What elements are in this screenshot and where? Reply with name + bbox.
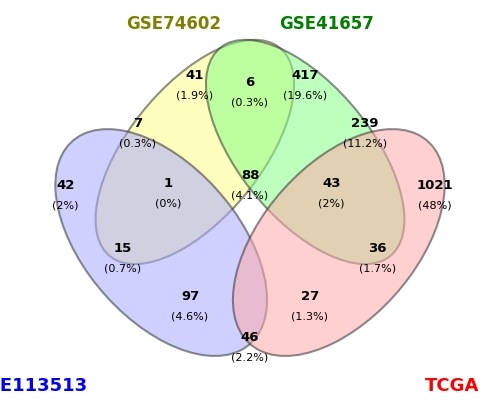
Text: (4.6%): (4.6%) — [172, 311, 208, 321]
Text: 1: 1 — [164, 176, 173, 189]
Text: 46: 46 — [241, 330, 259, 343]
Text: (0.7%): (0.7%) — [104, 263, 142, 273]
Text: (1.3%): (1.3%) — [292, 311, 329, 321]
Text: (19.6%): (19.6%) — [283, 90, 328, 100]
Text: 43: 43 — [322, 176, 341, 189]
Text: (2%): (2%) — [318, 198, 345, 208]
Text: (1.9%): (1.9%) — [176, 90, 214, 100]
Text: 7: 7 — [132, 117, 142, 130]
Text: (11.2%): (11.2%) — [343, 138, 388, 148]
Text: (48%): (48%) — [418, 200, 452, 209]
Text: (2.2%): (2.2%) — [232, 351, 268, 362]
Text: 42: 42 — [56, 178, 74, 191]
Text: 88: 88 — [241, 169, 259, 182]
Text: 15: 15 — [114, 241, 132, 254]
Text: GSE113513: GSE113513 — [0, 376, 87, 394]
Text: 6: 6 — [246, 76, 254, 89]
Text: 97: 97 — [181, 290, 199, 303]
Text: (0%): (0%) — [155, 198, 182, 208]
Ellipse shape — [233, 130, 444, 356]
Text: TCGA: TCGA — [424, 376, 479, 394]
Text: (0.3%): (0.3%) — [118, 138, 156, 148]
Text: (0.3%): (0.3%) — [232, 98, 268, 108]
Text: 36: 36 — [368, 241, 386, 254]
Text: (4.1%): (4.1%) — [232, 190, 268, 200]
Text: 27: 27 — [301, 290, 319, 303]
Text: (2%): (2%) — [52, 200, 78, 209]
Text: (1.7%): (1.7%) — [358, 263, 396, 273]
Text: 417: 417 — [292, 68, 319, 81]
Text: GSE41657: GSE41657 — [280, 15, 374, 33]
Ellipse shape — [206, 41, 404, 265]
Text: GSE74602: GSE74602 — [126, 15, 220, 33]
Ellipse shape — [96, 41, 294, 265]
Text: 1021: 1021 — [416, 178, 453, 191]
Text: 41: 41 — [186, 68, 204, 81]
Ellipse shape — [56, 130, 267, 356]
Text: 239: 239 — [352, 117, 379, 130]
